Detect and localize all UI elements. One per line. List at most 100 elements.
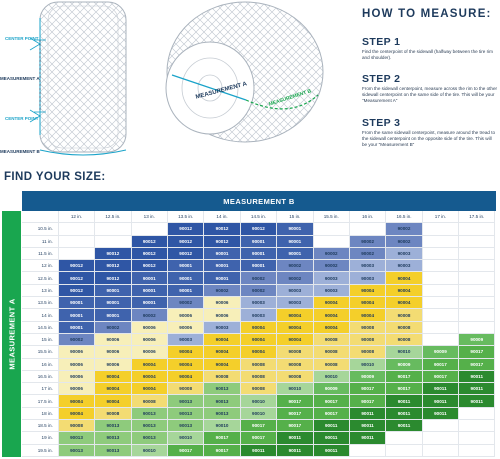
- table-cell: [422, 297, 460, 310]
- table-cell: 90008: [386, 321, 423, 334]
- table-cell: 90011: [386, 420, 423, 433]
- table-cell: 90004: [95, 383, 132, 396]
- table-cell: 90017: [459, 358, 496, 371]
- table-cell: 90013: [204, 395, 241, 408]
- table-cell: [422, 247, 460, 261]
- table-cell: 90008: [131, 395, 168, 408]
- table-cell: 90013: [95, 420, 132, 433]
- table-cell: 90003: [167, 333, 205, 347]
- table-cell: 90017: [240, 432, 278, 445]
- table-cell: 90012: [131, 247, 168, 261]
- row-header: 16.5 in.: [22, 370, 59, 384]
- table-cell: [349, 223, 387, 236]
- table-cell: 90008: [386, 333, 423, 347]
- table-cell: 90017: [313, 407, 350, 421]
- table-cell: 90004: [313, 309, 350, 322]
- table-cell: 90009: [459, 333, 496, 347]
- table-cell: 90008: [167, 383, 205, 396]
- table-row: 12.5 in. 90012 90012 90001 90001 90001 90002 90…: [22, 272, 496, 285]
- table-cell: 90017: [240, 420, 278, 433]
- row-header: 18.5 in.: [22, 420, 59, 433]
- front-tire-view: [29, 1, 127, 156]
- table-cell: 90004: [349, 284, 387, 298]
- table-cell: 90001: [204, 260, 241, 273]
- table-cell: 90008: [95, 407, 132, 421]
- table-cell: 90002: [277, 260, 314, 273]
- table-cell: 90001: [167, 260, 205, 273]
- column-header: 17 in.: [422, 211, 460, 224]
- row-header: 19.5 in.: [22, 444, 59, 457]
- table-cell: 90012: [131, 260, 168, 273]
- row-header: 16 in.: [22, 358, 59, 371]
- table-cell: 90010: [386, 346, 423, 359]
- table-cell: 90002: [386, 235, 423, 248]
- table-cell: 90003: [277, 297, 314, 310]
- table-cell: 90004: [240, 321, 278, 334]
- row-header: 15.5 in.: [22, 346, 59, 359]
- center-point-label-bottom: CENTER POINT: [5, 116, 39, 121]
- table-row: 17.5 in. 90004 90004 90008 90013 90013 90010 90…: [22, 395, 496, 408]
- table-cell: 90017: [386, 370, 423, 384]
- table-cell: 90012: [58, 272, 96, 285]
- table-cell: 90011: [313, 420, 350, 433]
- table-cell: 90017: [422, 358, 460, 371]
- table-row: 11.5 in. 90012 90012 90012 90001 90001 90001 90…: [22, 247, 496, 261]
- table-cell: 90011: [349, 407, 387, 421]
- table-cell: 90009: [422, 346, 460, 359]
- table-cell: 90011: [459, 370, 496, 384]
- table-cell: 90008: [386, 309, 423, 322]
- table-cell: [58, 247, 96, 261]
- table-cell: 90017: [349, 395, 387, 408]
- table-cell: 90013: [95, 432, 132, 445]
- table-cell: 90006: [58, 383, 96, 396]
- step-3-title: STEP 3: [362, 117, 401, 129]
- table-cell: 90011: [349, 420, 387, 433]
- table-cell: 90001: [58, 297, 96, 310]
- table-header-row: 12 in. 12.5 in. 13 in. 13.5 in. 14 in. 14.5 i…: [22, 211, 496, 224]
- table-cell: 90003: [277, 284, 314, 298]
- table-cell: 90012: [58, 284, 96, 298]
- table-cell: 90009: [349, 370, 387, 384]
- table-cell: 90006: [204, 309, 241, 322]
- table-cell: 90006: [95, 346, 132, 359]
- column-header: 16 in.: [349, 211, 387, 224]
- how-to-measure-panel: HOW TO MEASURE: STEP 1 Find the centerpo…: [362, 0, 498, 170]
- table-cell: 90010: [240, 395, 278, 408]
- table-cell: [422, 235, 460, 248]
- table-cell: 90002: [386, 223, 423, 236]
- table-cell: 90004: [167, 346, 205, 359]
- table-cell: 90002: [131, 309, 168, 322]
- row-header: 12 in.: [22, 260, 59, 273]
- table-row: 11 in. 90012 90012 90012 90001 90001 90002 9000…: [22, 235, 496, 248]
- column-header: 13.5 in.: [167, 211, 205, 224]
- table-row: 13 in. 90012 90001 90001 90001 90002 90002 9000…: [22, 284, 496, 298]
- table-cell: 90013: [167, 420, 205, 433]
- table-cell: 90011: [422, 395, 460, 408]
- table-cell: 90004: [386, 297, 423, 310]
- table-cell: 90010: [204, 420, 241, 433]
- table-cell: 90004: [240, 333, 278, 347]
- table-cell: 90001: [240, 235, 278, 248]
- table-cell: 90010: [167, 432, 205, 445]
- step-2-title: STEP 2: [362, 73, 401, 85]
- table-cell: 90006: [131, 321, 168, 334]
- table-cell: 90011: [386, 407, 423, 421]
- table-cell: 90002: [277, 272, 314, 285]
- table-cell: 90002: [349, 235, 387, 248]
- table-cell: 90004: [349, 297, 387, 310]
- table-cell: 90011: [459, 395, 496, 408]
- table-cell: 90001: [277, 247, 314, 261]
- table-cell: 90001: [131, 297, 168, 310]
- table-cell: 90008: [277, 358, 314, 371]
- table-cell: 90004: [240, 346, 278, 359]
- table-cell: [131, 223, 168, 236]
- table-row: 12 in. 90012 90012 90012 90001 90001 90001 9000…: [22, 260, 496, 273]
- table-cell: 90004: [386, 284, 423, 298]
- table-cell: 90003: [204, 321, 241, 334]
- table-cell: [459, 420, 496, 433]
- table-cell: 90011: [349, 432, 387, 445]
- table-row: 15.5 in. 90006 90006 90006 90004 90004 90004 90…: [22, 346, 496, 359]
- table-row: 19.5 in. 90013 90013 90010 90017 90017 90011 90…: [22, 444, 496, 457]
- table-cell: 90013: [204, 383, 241, 396]
- column-header: 12.5 in.: [95, 211, 132, 224]
